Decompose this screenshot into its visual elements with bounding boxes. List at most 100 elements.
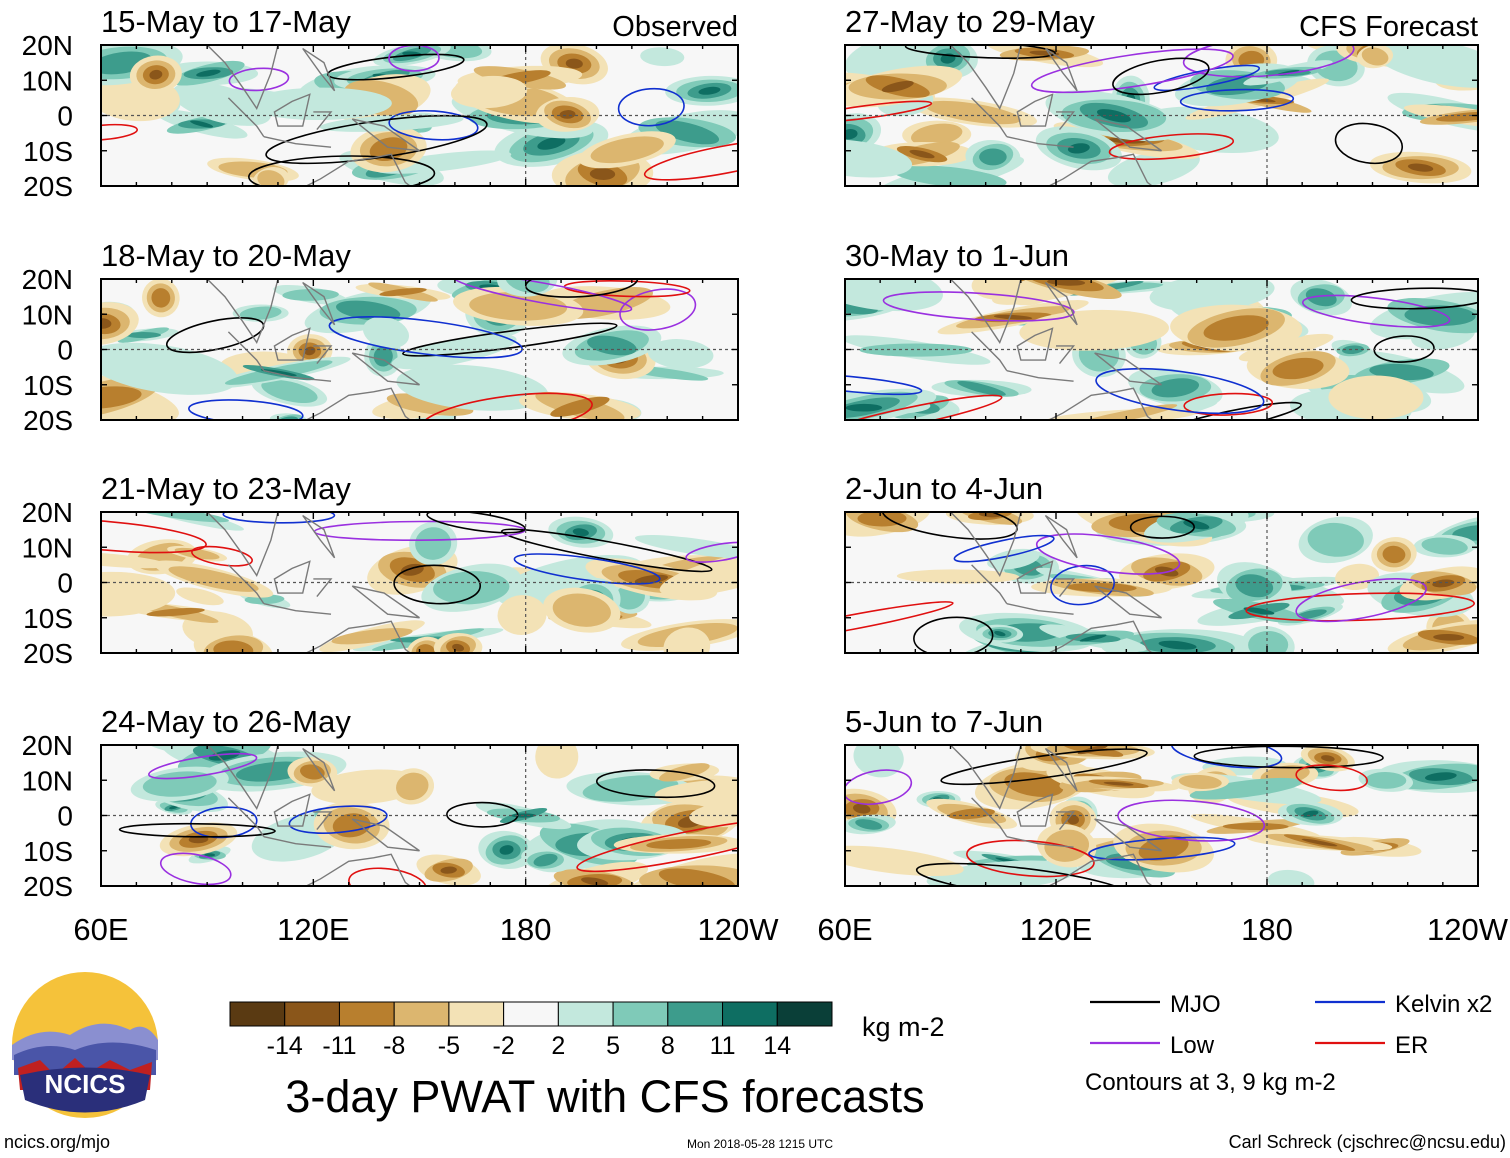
moist-anomaly — [433, 571, 510, 605]
moist-anomaly — [1341, 345, 1364, 355]
pwat-field — [101, 512, 738, 653]
y-tick-label: 10S — [23, 603, 73, 634]
moist-anomaly — [647, 339, 714, 369]
map-panel: 21-May to 23-May 20N 10N 0 10S 20S — [22, 471, 739, 669]
wave-contour — [1088, 836, 1236, 861]
wave-contour — [188, 399, 304, 420]
moist-anomaly — [1096, 109, 1131, 123]
map-panel: 30-May to 1-Jun — [844, 238, 1479, 421]
y-tick-label: 10S — [23, 136, 73, 167]
dry-anomaly — [497, 595, 547, 635]
wave-contour — [882, 291, 1075, 322]
panel-title: 5-Jun to 7-Jun — [845, 704, 1043, 739]
colorbar-swatch — [503, 1001, 559, 1027]
moist-anomaly — [533, 853, 558, 867]
moist-anomaly — [125, 332, 161, 339]
dry-anomaly — [386, 393, 474, 416]
moist-anomaly — [362, 316, 409, 349]
moist-anomaly — [131, 512, 229, 523]
moist-anomaly — [261, 379, 318, 404]
colorbar-swatch — [667, 1001, 724, 1027]
map-panel: 5-Jun to 7-Jun — [844, 704, 1479, 887]
dry-anomaly — [911, 123, 963, 146]
coastline — [206, 279, 420, 420]
dry-anomaly — [1301, 838, 1338, 847]
coastline — [950, 45, 1162, 186]
wave-contour — [1095, 367, 1265, 415]
dry-anomaly — [909, 149, 935, 159]
moist-anomaly — [1189, 777, 1303, 800]
dry-anomaly — [1382, 545, 1406, 564]
panel-title: 21-May to 23-May — [101, 471, 351, 506]
panel-title: 2-Jun to 4-Jun — [845, 471, 1043, 506]
dry-anomaly — [1272, 357, 1324, 380]
ncics-logo: NCICS — [12, 972, 158, 1118]
coastline — [206, 512, 420, 653]
dry-anomaly — [440, 866, 457, 874]
wave-contour — [1182, 45, 1355, 78]
panel-title: 18-May to 20-May — [101, 238, 351, 273]
dry-anomaly — [1436, 111, 1478, 122]
dry-anomaly — [1019, 309, 1169, 351]
dry-anomaly — [1432, 579, 1455, 588]
wave-contour — [1035, 533, 1181, 575]
column-label: Observed — [612, 11, 738, 43]
pwat-field — [101, 279, 724, 420]
wave-contour — [388, 109, 479, 141]
moist-anomaly — [1183, 520, 1210, 530]
legend-label: ER — [1395, 1032, 1428, 1059]
dry-anomaly — [659, 547, 738, 597]
dry-anomaly — [689, 801, 738, 828]
moist-anomaly — [373, 346, 393, 367]
dry-anomaly — [1328, 375, 1424, 420]
dry-anomaly — [1103, 781, 1134, 786]
moist-anomaly — [1149, 279, 1275, 312]
dry-anomaly — [1029, 50, 1060, 56]
dry-anomaly — [1335, 563, 1380, 591]
wave-contour — [1108, 133, 1235, 161]
moist-anomaly — [1424, 772, 1457, 781]
wave-contour — [393, 564, 482, 605]
moist-anomaly — [1235, 574, 1274, 598]
colorbar-tick-label: 5 — [606, 1032, 620, 1060]
moist-anomaly — [374, 150, 512, 174]
wave-contour — [402, 322, 618, 357]
moist-anomaly — [1267, 869, 1315, 886]
dry-anomaly — [948, 808, 995, 820]
wave-contour — [576, 818, 738, 873]
dry-anomaly — [559, 110, 576, 119]
moist-anomaly — [1243, 607, 1275, 615]
x-tick-label: 120W — [698, 912, 780, 947]
dry-anomaly — [101, 551, 168, 569]
moist-anomaly — [845, 403, 883, 412]
moist-anomaly — [859, 343, 973, 357]
wave-contour — [501, 528, 713, 573]
moist-anomaly — [391, 334, 517, 370]
wave-contour — [348, 867, 427, 886]
footer-author: Carl Schreck (cjschrec@ncsu.edu) — [1229, 1132, 1506, 1152]
wave-contour — [1295, 764, 1368, 792]
wave-contour — [966, 839, 1095, 878]
dry-anomaly — [168, 566, 259, 592]
dry-anomaly — [590, 136, 664, 164]
y-tick-label: 20S — [23, 871, 73, 902]
wave-contour — [426, 512, 526, 534]
x-tick-label: 60E — [73, 912, 128, 947]
moist-anomaly — [239, 306, 282, 320]
legend-label: MJO — [1170, 991, 1221, 1018]
dry-anomaly — [663, 627, 711, 653]
pwat-field — [845, 512, 1478, 653]
pwat-field — [845, 745, 1478, 886]
colorbar-tick-label: 14 — [763, 1032, 791, 1060]
dry-anomaly — [101, 318, 112, 329]
moist-anomaly — [1305, 288, 1337, 307]
wave-contour — [915, 862, 1130, 886]
dry-anomaly — [1004, 772, 1064, 797]
dry-anomaly — [881, 80, 914, 93]
y-tick-label: 20N — [22, 730, 73, 761]
wave-contour — [1350, 287, 1478, 310]
moist-anomaly — [587, 335, 637, 356]
wave-contour — [1183, 392, 1274, 416]
coastline — [950, 512, 1162, 653]
moist-anomaly — [845, 279, 943, 312]
